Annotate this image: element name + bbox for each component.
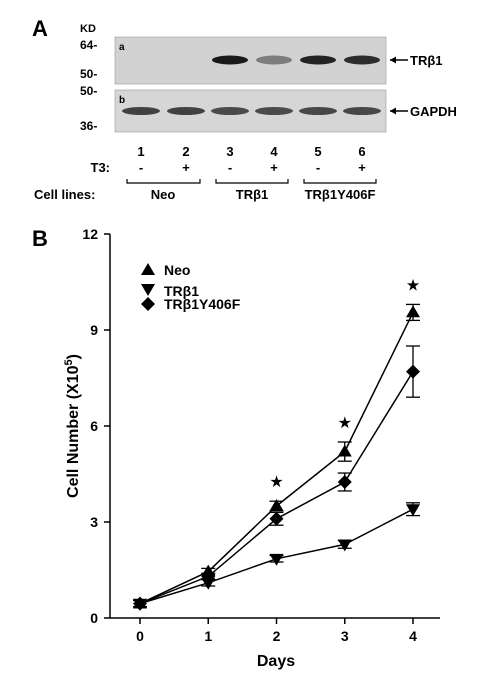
blot-top-sublabel: a [119, 42, 125, 53]
y-tick-label: 0 [90, 610, 98, 626]
y-tick-label: 3 [90, 514, 98, 530]
band-gapdh [343, 107, 381, 115]
legend-label-trb1y406f: TRβ1Y406F [164, 296, 241, 312]
data-point [406, 305, 420, 318]
data-point [337, 475, 352, 489]
data-point [201, 577, 216, 590]
lane-number: 2 [182, 144, 189, 159]
band-gapdh [122, 107, 160, 115]
legend: Neo TRβ1 TRβ1Y406F [141, 262, 241, 312]
data-point [337, 444, 352, 457]
t3-label: T3: [91, 160, 111, 175]
significance-star: ★ [338, 413, 352, 432]
blot-top-bands [212, 55, 380, 65]
x-tick-label: 2 [273, 628, 281, 644]
blot-bottom [114, 89, 387, 133]
legend-label-trb1: TRβ1 [164, 283, 199, 299]
bracket-trb1 [215, 179, 289, 184]
bracket-trb1y406f [303, 179, 377, 184]
arrow-trb1-icon [390, 56, 396, 64]
band-gapdh [167, 107, 205, 115]
band-trb1 [212, 55, 248, 65]
blot-top [114, 36, 387, 85]
lane-numbers: 1 2 3 4 5 6 [137, 144, 365, 159]
lane-number: 1 [137, 144, 144, 159]
marker-64: 64- [80, 38, 97, 52]
blot-top-target-label: TRβ1 [410, 53, 443, 68]
y-ticks: 0 3 6 9 12 [82, 226, 110, 626]
data-point [269, 511, 284, 526]
legend-marker-neo [141, 263, 155, 275]
lane-number: 5 [314, 144, 321, 159]
x-ticks: 0 1 2 3 4 [136, 618, 417, 644]
y-axis-title-sup: 5 [63, 359, 75, 365]
panel-a-label: A [32, 16, 48, 41]
band-trb1 [256, 55, 292, 65]
band-gapdh [299, 107, 337, 115]
y-axis-title-suffix: ) [65, 354, 82, 359]
t3-value: - [139, 160, 143, 175]
panel-b-label: B [32, 226, 48, 251]
significance-star: ★ [406, 275, 420, 294]
significance-star: ★ [269, 472, 283, 491]
legend-marker-trb1y406f [141, 297, 155, 311]
data-point [337, 539, 352, 552]
legend-label-neo: Neo [164, 262, 190, 278]
data-point [269, 553, 284, 566]
cell-lines-label: Cell lines: [34, 187, 95, 202]
t3-values: - + - + - + [139, 160, 366, 175]
x-tick-label: 0 [136, 628, 144, 644]
group-name-neo: Neo [151, 187, 176, 202]
data-point [201, 569, 216, 584]
x-axis-title: Days [257, 653, 295, 670]
group-brackets [126, 179, 377, 184]
x-tick-label: 1 [204, 628, 212, 644]
marker-50-top: 50- [80, 67, 97, 81]
arrow-gapdh-icon [390, 107, 396, 115]
t3-value: + [358, 160, 366, 175]
lane-number: 3 [226, 144, 233, 159]
legend-marker-trb1 [141, 284, 155, 296]
band-gapdh [255, 107, 293, 115]
significance-stars: ★ ★ ★ [269, 275, 420, 491]
data-point [406, 364, 420, 379]
y-axis-title-prefix: Cell Number (X10 [65, 365, 82, 498]
series-layer [133, 303, 420, 611]
blot-bottom-sublabel: b [119, 95, 125, 106]
data-point [406, 504, 420, 517]
y-axis-title: Cell Number (X105) [63, 354, 82, 498]
lane-number: 6 [358, 144, 365, 159]
x-tick-label: 3 [341, 628, 349, 644]
data-point [133, 596, 147, 611]
kd-label: KD [80, 23, 96, 35]
y-tick-label: 12 [82, 226, 98, 242]
blot-bottom-bands [122, 107, 381, 115]
group-names: Neo TRβ1 TRβ1Y406F [151, 187, 376, 202]
bracket-neo [126, 179, 201, 184]
t3-value: + [182, 160, 190, 175]
lane-number: 4 [270, 144, 278, 159]
band-gapdh [211, 107, 249, 115]
blot-bottom-target-label: GAPDH [410, 104, 457, 119]
data-point [269, 499, 284, 511]
marker-50-bottom: 50- [80, 84, 97, 98]
t3-value: + [270, 160, 278, 175]
t3-value: - [316, 160, 320, 175]
group-name-trb1: TRβ1 [236, 187, 269, 202]
y-tick-label: 9 [90, 322, 98, 338]
band-trb1 [300, 55, 336, 65]
series [133, 345, 420, 611]
marker-36: 36- [80, 119, 97, 133]
y-tick-label: 6 [90, 418, 98, 434]
x-tick-label: 4 [409, 628, 417, 644]
group-name-trb1y406f: TRβ1Y406F [305, 187, 376, 202]
t3-value: - [228, 160, 232, 175]
band-trb1 [344, 55, 380, 65]
